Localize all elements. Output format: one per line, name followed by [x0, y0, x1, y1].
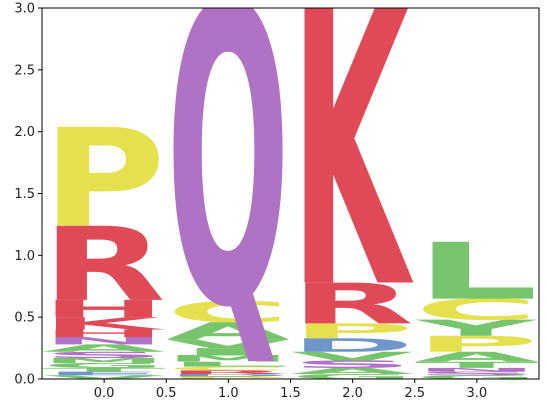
- logo-letter-g: G: [42, 362, 166, 370]
- logo-letter-s: S: [291, 358, 415, 370]
- logo-letter-e: E: [42, 371, 166, 377]
- x-tick-label: 2.5: [404, 386, 425, 401]
- logo-letter-a: A: [166, 317, 290, 345]
- logo-letter-r: R: [166, 369, 290, 375]
- logo-letter-h: H: [42, 295, 166, 323]
- logo-letter-c: C: [166, 366, 290, 372]
- y-tick-label: 3.0: [14, 2, 35, 17]
- logo-letter-m: M: [42, 357, 166, 365]
- y-tick-label: 1.5: [14, 187, 35, 202]
- logo-letter-h: H: [42, 328, 166, 340]
- logo-letter-m: M: [166, 354, 290, 364]
- logo-letter-s: S: [42, 350, 166, 360]
- logo-letter-n: N: [42, 335, 166, 347]
- x-tick-label: 0.5: [156, 386, 177, 401]
- logo-letter-t: T: [415, 360, 539, 370]
- logo-letter-k: K: [291, 0, 415, 372]
- y-tick-label: 0.5: [14, 311, 35, 326]
- x-axis: 0.0 0.5 1.0 1.5 2.0 2.5 3.0: [94, 379, 487, 401]
- logo-letter-p: P: [415, 331, 539, 357]
- logo-letter-k: K: [42, 314, 166, 334]
- logo-letter-n: N: [415, 367, 539, 373]
- logo-letter-g: G: [291, 373, 415, 381]
- logo-letter-y: Y: [414, 315, 539, 341]
- logo-letter-d: D: [291, 335, 415, 357]
- logo-letter-s: S: [415, 371, 539, 377]
- logo-letter-v: V: [291, 349, 415, 363]
- logo-letter-r: R: [291, 272, 415, 337]
- logo-letter-v: V: [166, 337, 290, 351]
- x-tick-label: 3.0: [467, 386, 488, 401]
- logo-letter-p: P: [166, 376, 290, 380]
- logo-letter-v: V: [42, 374, 166, 380]
- logo-letter-d: D: [166, 373, 290, 377]
- x-tick-label: 1.5: [280, 386, 301, 401]
- logo-letter-c: C: [166, 296, 290, 329]
- y-tick-label: 0.0: [14, 373, 35, 388]
- y-tick-label: 2.0: [14, 125, 35, 140]
- x-tick-label: 0.0: [94, 386, 115, 401]
- logo-letter-a: A: [291, 366, 415, 376]
- logo-letter-r: R: [42, 205, 166, 324]
- logo-letter-a: A: [415, 349, 539, 365]
- logo-letter-l: L: [415, 226, 539, 317]
- y-axis: 0.0 0.5 1.0 1.5 2.0 2.5 3.0: [14, 2, 42, 388]
- logo-letter-p: P: [42, 101, 166, 259]
- y-tick-label: 2.5: [14, 63, 35, 78]
- logo-letter-l: L: [166, 360, 290, 368]
- x-tick-label: 1.0: [218, 386, 239, 401]
- logo-letter-a: A: [42, 342, 166, 354]
- y-tick-label: 1.0: [14, 249, 35, 264]
- logo-letter-i: I: [166, 346, 290, 358]
- x-tick-label: 2.0: [342, 386, 363, 401]
- logo-letter-p: P: [291, 320, 415, 344]
- logo-letter-t: T: [42, 367, 166, 373]
- logo-letter-c: C: [415, 293, 539, 326]
- logo-letter-q: Q: [166, 0, 290, 398]
- logo-letter-g: G: [415, 374, 539, 380]
